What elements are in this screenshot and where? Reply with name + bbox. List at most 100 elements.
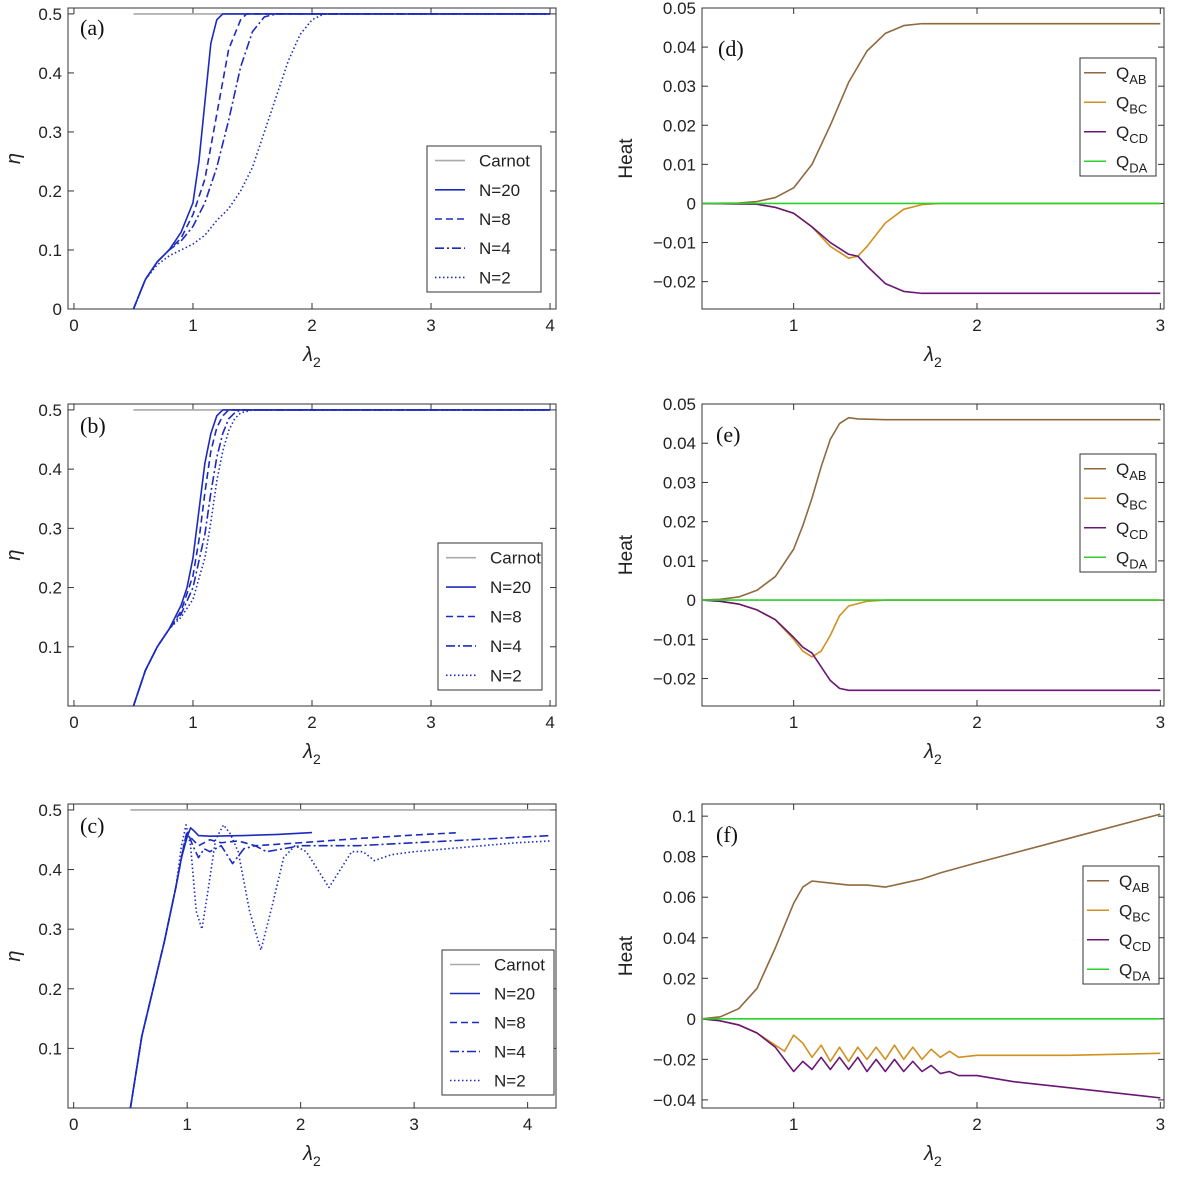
series-line-n-4: [132, 13, 551, 309]
panel-label: (d): [718, 36, 744, 61]
y-tick-label: 0.1: [672, 807, 696, 826]
legend-label-main: N=4: [479, 239, 511, 258]
legend-label-main: Q: [1119, 960, 1132, 979]
series-line-q-ab: [702, 416, 1161, 601]
y-tick-label: 0.3: [38, 123, 62, 142]
legend-label: Carnot: [479, 152, 530, 171]
legend-label-sub: AB: [1129, 468, 1146, 483]
chart-panel-b: 0 1 2 3 40.10.20.30.40.5λ2η(b)CarnotN=20N=8N…: [3, 401, 557, 767]
legend-label: QDA: [1116, 548, 1148, 571]
series-line-n-4: [132, 409, 551, 706]
plot-frame: [67, 803, 557, 1109]
x-axis-label-main: λ: [302, 1143, 313, 1165]
series-line-q-bc: [702, 599, 1161, 658]
legend-label-main: Q: [1116, 64, 1129, 83]
legend-label-main: Q: [1119, 901, 1132, 920]
legend-label: N=2: [490, 666, 522, 685]
series-line-q-ab: [702, 22, 1161, 205]
x-axis-label-main: λ: [923, 1143, 934, 1165]
legend-label: N=4: [494, 1043, 526, 1062]
legend-label: N=20: [494, 985, 535, 1004]
x-axis-label-main: λ: [302, 344, 313, 366]
y-tick-label: 0.4: [38, 460, 62, 479]
y-tick-label: 0.5: [38, 5, 62, 24]
x-tick-label: 3: [426, 713, 435, 732]
legend-label-main: N=4: [490, 637, 522, 656]
chart-panel-e: 1 2 3−0.02−0.0100.010.020.030.040.05λ2Heat…: [616, 395, 1165, 767]
x-axis-label-sub: 2: [934, 354, 942, 370]
plot-frame: [701, 403, 1165, 707]
legend-label: N=8: [494, 1014, 526, 1033]
legend-label-main: N=2: [494, 1072, 526, 1091]
legend-label-main: Q: [1116, 152, 1129, 171]
y-tick-label: 0.01: [663, 552, 696, 571]
legend-label-sub: AB: [1132, 880, 1149, 895]
x-axis-label-sub: 2: [313, 1153, 321, 1169]
series-line-n-20: [129, 827, 313, 1108]
legend-label: N=20: [490, 578, 531, 597]
y-tick-label: 0: [687, 194, 696, 213]
legend-label-sub: DA: [1129, 556, 1147, 571]
legend-label: N=20: [479, 181, 520, 200]
legend-box: [1079, 57, 1157, 177]
x-axis-label-sub: 2: [934, 1153, 942, 1169]
legend-label: QDA: [1119, 960, 1151, 983]
x-axis-label-main: λ: [923, 741, 934, 763]
y-tick-label: 0.1: [38, 1039, 62, 1058]
y-tick-label: 0.02: [663, 513, 696, 532]
x-tick-label: 3: [426, 316, 435, 335]
y-axis-label: η: [3, 549, 25, 560]
legend-label: QAB: [1116, 64, 1147, 87]
y-tick-label: −0.02: [653, 1050, 696, 1069]
y-tick-label: 0: [687, 1010, 696, 1029]
y-tick-label: 0.04: [663, 38, 696, 57]
legend-label: Carnot: [490, 549, 541, 568]
y-tick-label: 0.5: [38, 801, 62, 820]
x-tick-label: 3: [1156, 316, 1165, 335]
y-tick-label: 0.04: [663, 929, 696, 948]
series-line-q-cd: [702, 599, 1161, 692]
y-tick-label: 0.2: [38, 579, 62, 598]
legend-label-main: N=8: [479, 210, 511, 229]
x-tick-label: 3: [1156, 1115, 1165, 1134]
x-tick-label: 1: [188, 713, 197, 732]
x-tick-label: 0: [69, 316, 78, 335]
y-tick-label: 0.05: [663, 395, 696, 414]
y-tick-label: 0.3: [38, 519, 62, 538]
y-tick-label: 0.2: [38, 980, 62, 999]
legend-label-main: Q: [1116, 548, 1129, 567]
y-axis-label: η: [3, 950, 25, 961]
legend-label: N=2: [479, 268, 511, 287]
y-tick-label: 0.01: [663, 155, 696, 174]
legend-label-main: N=20: [490, 578, 531, 597]
legend-label-main: N=8: [490, 608, 522, 627]
y-tick-label: 0.4: [38, 64, 62, 83]
panel-label: (e): [716, 422, 740, 447]
legend-label-main: Carnot: [494, 956, 545, 975]
legend-label: QAB: [1116, 460, 1147, 483]
series-line-n-2: [129, 824, 551, 1108]
y-tick-label: 0: [687, 591, 696, 610]
chart-panel-a: 0 1 2 3 400.10.20.30.40.5λ2η(a)CarnotN=20N=8…: [3, 5, 557, 370]
legend-label-sub: CD: [1129, 131, 1148, 146]
legend-label: N=2: [494, 1072, 526, 1091]
legend-label-main: Q: [1116, 460, 1129, 479]
y-tick-label: 0.3: [38, 920, 62, 939]
y-tick-label: 0.5: [38, 401, 62, 420]
legend-box: [441, 949, 555, 1096]
legend-label-sub: BC: [1129, 497, 1147, 512]
legend-label-main: Q: [1116, 519, 1129, 538]
x-axis-label: λ2: [302, 344, 321, 370]
x-tick-label: 4: [545, 316, 554, 335]
legend-box: [437, 542, 543, 691]
legend-label-sub: BC: [1132, 909, 1150, 924]
series-line-q-bc: [702, 1018, 1161, 1063]
x-tick-label: 2: [296, 1115, 305, 1134]
y-axis-label: η: [3, 153, 25, 164]
legend-label-main: Q: [1119, 931, 1132, 950]
series-line-n-8: [132, 13, 551, 309]
y-tick-label: 0.1: [38, 241, 62, 260]
